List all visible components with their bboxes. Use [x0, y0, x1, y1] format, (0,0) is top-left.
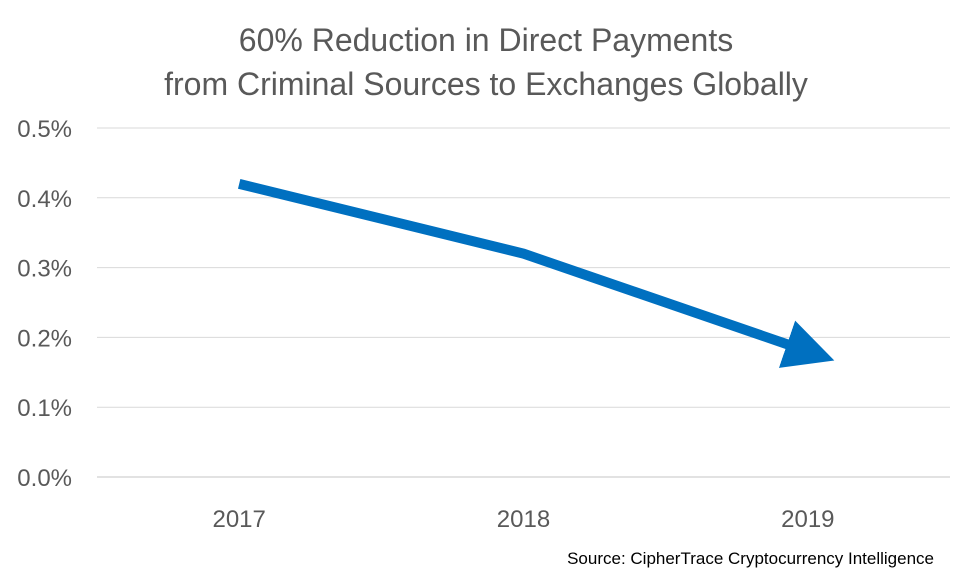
y-axis-tick-labels: 0.0% 0.1% 0.2% 0.3% 0.4% 0.5%	[17, 116, 72, 492]
gridlines	[97, 127, 950, 478]
series-line	[237, 178, 835, 368]
x-tick-label: 2017	[212, 506, 265, 533]
y-tick-label: 0.1%	[17, 395, 72, 422]
x-tick-label: 2019	[781, 506, 834, 533]
y-tick-label: 0.3%	[17, 256, 72, 283]
chart-title: 60% Reduction in Direct Payments from Cr…	[0, 18, 972, 106]
y-tick-label: 0.4%	[17, 186, 72, 213]
x-axis-tick-labels: 2017 2018 2019	[212, 506, 834, 533]
source-note: Source: CipherTrace Cryptocurrency Intel…	[567, 549, 934, 568]
chart-title-line-1: 60% Reduction in Direct Payments	[238, 22, 734, 58]
y-tick-label: 0.2%	[17, 325, 72, 352]
chart-title-line-2: from Criminal Sources to Exchanges Globa…	[164, 66, 808, 102]
y-tick-label: 0.0%	[17, 465, 72, 492]
series-layer	[237, 178, 835, 368]
x-tick-label: 2018	[497, 506, 550, 533]
y-tick-label: 0.5%	[17, 116, 72, 143]
